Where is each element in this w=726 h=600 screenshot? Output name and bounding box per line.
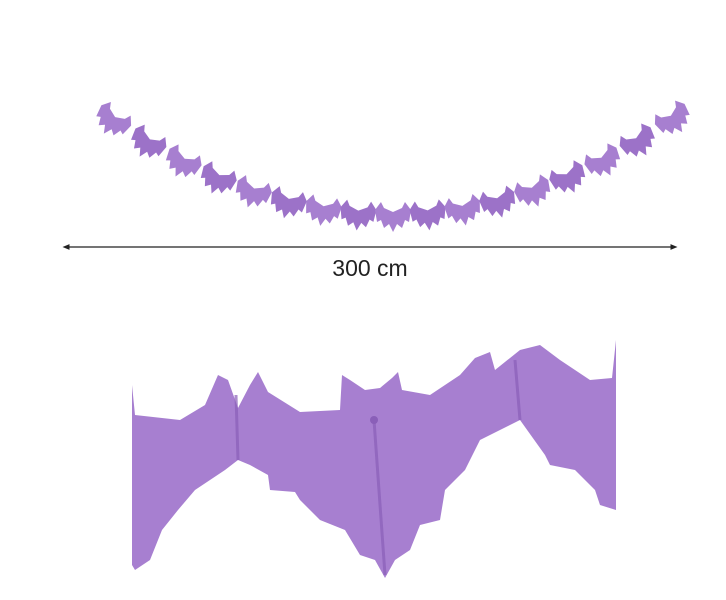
bat [266,184,309,223]
bat [546,157,592,200]
garland-detail [132,340,616,578]
dimension-label: 300 cm [332,255,407,281]
bat [650,97,698,143]
bat-detail [132,340,616,578]
garland-small [88,97,698,233]
bat [194,158,240,201]
bat [615,120,662,165]
bat [302,193,344,229]
bat [511,172,556,213]
bat [580,140,627,184]
fold-lines [234,359,522,576]
bat [477,184,520,223]
bat [442,192,484,229]
knot [370,416,378,424]
bat [230,173,275,214]
bat [374,201,412,233]
bat [159,141,206,185]
bat [88,98,136,144]
bat [408,198,448,232]
bat [338,199,378,233]
bat [124,121,171,166]
